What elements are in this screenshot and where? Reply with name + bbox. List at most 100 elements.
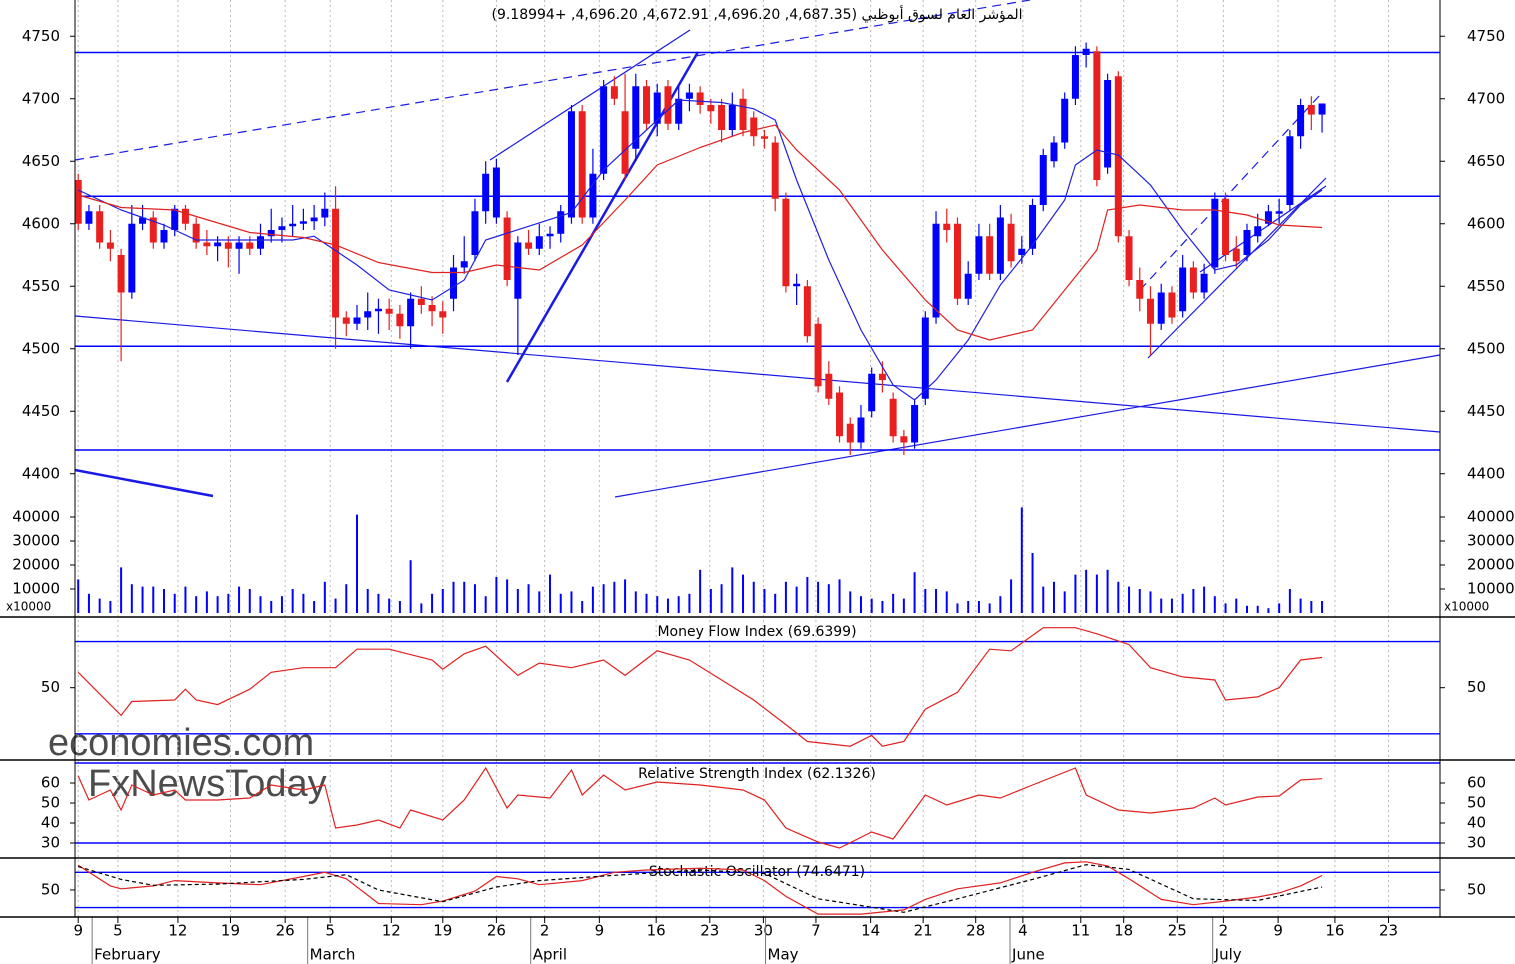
x-tick-label: 12 — [168, 922, 187, 940]
x-tick-label: 5 — [325, 922, 335, 940]
candle-body — [214, 242, 222, 247]
candle-body — [278, 226, 286, 230]
x-tick-label: 26 — [487, 922, 506, 940]
month-label: February — [94, 946, 161, 964]
x-tick-label: 16 — [1325, 922, 1344, 940]
candle-body — [589, 173, 597, 218]
y-tick-label: 20000 — [12, 556, 60, 574]
candle-body — [374, 308, 382, 312]
candle-body — [1039, 155, 1047, 205]
candle-body — [364, 311, 372, 318]
y-tick-label: 50 — [41, 678, 60, 696]
candle-body — [1168, 292, 1176, 318]
y-tick-label: 4400 — [22, 464, 60, 482]
y-tick-label: 4550 — [1467, 277, 1505, 295]
candle-body — [793, 283, 801, 287]
moving-average — [77, 99, 1323, 401]
candle-body — [1018, 248, 1026, 255]
candle-body — [557, 211, 565, 234]
x-tick-label: 9 — [595, 922, 605, 940]
x-tick-label: 26 — [276, 922, 295, 940]
candle-body — [567, 111, 575, 218]
candle-body — [417, 298, 425, 305]
x-tick-label: 21 — [914, 922, 933, 940]
candle-body — [857, 417, 865, 443]
candle-body — [728, 105, 736, 130]
candle-body — [975, 236, 983, 274]
candle-body — [643, 86, 651, 124]
y-tick-label: 30000 — [1467, 532, 1515, 550]
candle-body — [953, 223, 961, 299]
x-tick-label: 18 — [1114, 922, 1133, 940]
candle-body — [428, 305, 436, 312]
candle-body — [986, 236, 994, 274]
candle-body — [450, 267, 458, 299]
candle-body — [685, 92, 693, 99]
candle-body — [932, 223, 940, 318]
indicator-line — [77, 766, 1323, 849]
x-tick-label: 19 — [433, 922, 452, 940]
x-tick-label: 28 — [966, 922, 985, 940]
candle-body — [1254, 226, 1262, 237]
y-tick-label: 40 — [41, 814, 60, 832]
trend-line — [74, 0, 1031, 161]
y-tick-label: 4650 — [22, 152, 60, 170]
x-tick-label: 11 — [1071, 922, 1090, 940]
candle-body — [868, 373, 876, 412]
y-tick-label: 60 — [41, 774, 60, 792]
candle-body — [664, 86, 672, 124]
candle-body — [889, 398, 897, 437]
candle-body — [825, 373, 833, 399]
y-tick-label: 50 — [1467, 678, 1486, 696]
candle-body — [353, 317, 361, 324]
candle-body — [760, 136, 768, 139]
y-tick-label: 30 — [41, 834, 60, 852]
x-tick-label: 2 — [540, 922, 550, 940]
chart-title: Money Flow Index (69.6399) — [657, 624, 856, 640]
candle-body — [139, 217, 147, 224]
candle-body — [921, 317, 929, 399]
y-tick-label: 50 — [41, 794, 60, 812]
candle-body — [171, 208, 179, 230]
y-tick-label: 4550 — [22, 277, 60, 295]
indicator-line — [78, 864, 1323, 913]
candle-body — [600, 86, 608, 174]
candle-body — [621, 111, 629, 174]
candle-body — [803, 286, 811, 337]
candle-body — [385, 308, 393, 314]
moving-average — [78, 124, 1323, 341]
x-tick-label: 19 — [221, 922, 240, 940]
candle-body — [653, 92, 661, 124]
candle-body — [492, 167, 500, 218]
candle-body — [85, 211, 93, 224]
candle-body — [1093, 51, 1101, 180]
candle-body — [1114, 76, 1122, 237]
x-tick-label: 2 — [1219, 922, 1229, 940]
y-tick-label: 50 — [1467, 880, 1486, 898]
x-tick-label: 14 — [861, 922, 880, 940]
x-tick-label: 5 — [113, 922, 123, 940]
candle-body — [460, 261, 468, 268]
candle-body — [267, 230, 275, 237]
candle-body — [342, 317, 350, 324]
y-tick-label: 40000 — [1467, 508, 1515, 526]
candle-body — [836, 392, 844, 437]
candle-body — [128, 223, 136, 293]
x-tick-label: 23 — [700, 922, 719, 940]
y-tick-label: 50 — [41, 880, 60, 898]
candle-body — [578, 111, 586, 218]
candle-body — [1222, 198, 1230, 255]
y-tick-label: 50 — [1467, 794, 1486, 812]
watermark: economies.com — [48, 722, 314, 764]
candle-body — [224, 242, 232, 249]
candle-body — [192, 223, 200, 243]
candle-body — [632, 86, 640, 149]
chart-title: Relative Strength Index (62.1326) — [638, 766, 876, 782]
candle-body — [321, 208, 329, 218]
y-tick-label: 4450 — [1467, 402, 1505, 420]
y-tick-label: 4650 — [1467, 152, 1505, 170]
month-label: May — [768, 946, 799, 964]
candle-body — [1232, 248, 1240, 262]
candle-body — [74, 180, 82, 224]
